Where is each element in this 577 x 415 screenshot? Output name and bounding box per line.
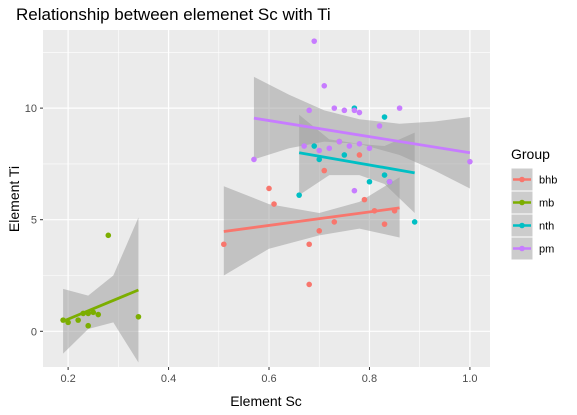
legend-key-point: [519, 176, 525, 183]
fit-lines: [62, 116, 471, 323]
data-point-pm: [311, 38, 318, 44]
data-point-nth: [366, 178, 373, 185]
data-point-mb: [135, 313, 142, 320]
data-point-pm: [331, 105, 338, 111]
data-point-nth: [411, 219, 418, 225]
data-point-pm: [376, 123, 383, 129]
data-point-nth: [341, 152, 348, 158]
data-point-bhb: [321, 167, 328, 174]
data-point-mb: [75, 317, 81, 323]
data-point-pm: [251, 156, 257, 163]
y-tick-label: 10: [25, 103, 37, 115]
fit-line-bhb: [223, 206, 400, 233]
legend-label: mb: [539, 198, 554, 210]
y-axis-title: Element Ti: [6, 166, 22, 232]
data-point-mb: [95, 311, 102, 318]
data-point-pm: [336, 138, 343, 145]
data-point-pm: [326, 145, 333, 152]
data-point-nth: [311, 143, 318, 149]
x-tick-label: 0.2: [60, 373, 75, 385]
data-point-bhb: [306, 241, 312, 248]
data-point-bhb: [271, 201, 277, 207]
fit-line-nth: [298, 151, 415, 175]
data-point-pm: [356, 141, 363, 147]
data-point-pm: [321, 82, 328, 89]
y-tick-label: 5: [31, 215, 37, 227]
fit-line-mb: [62, 288, 139, 323]
x-tick-label: 1.0: [462, 373, 477, 385]
data-point-bhb: [381, 221, 388, 227]
x-tick-label: 0.8: [362, 373, 377, 385]
data-point-mb: [105, 232, 112, 239]
legend-label: pm: [539, 244, 554, 256]
data-point-bhb: [266, 185, 272, 192]
y-tick-label: 0: [31, 326, 37, 338]
legend: Group bhb mb nth pm: [510, 146, 557, 261]
data-point-pm: [356, 109, 363, 116]
data-point-bhb: [361, 196, 368, 203]
data-point-pm: [341, 107, 348, 114]
data-point-pm: [467, 158, 473, 165]
x-axis-title: Element Sc: [230, 393, 302, 409]
data-point-pm: [396, 105, 403, 111]
data-point-pm: [346, 143, 353, 149]
data-point-nth: [381, 114, 388, 120]
data-point-nth: [296, 192, 302, 198]
data-point-pm: [316, 147, 323, 154]
data-point-mb: [90, 309, 97, 316]
legend-title: Group: [511, 146, 550, 162]
data-point-bhb: [316, 228, 323, 234]
legend-item-bhb: bhb: [510, 167, 557, 192]
legend-key-point: [519, 245, 525, 252]
confidence-band-bhb: [223, 177, 400, 276]
legend-label: bhb: [539, 175, 557, 187]
fit-line-pm: [253, 116, 471, 155]
chart-title: Relationship between elemenet Sc with Ti: [16, 5, 331, 24]
legend-item-pm: pm: [510, 236, 554, 261]
data-point-pm: [301, 143, 307, 149]
confidence-band-mb: [63, 217, 139, 363]
x-tick-label: 0.6: [261, 373, 276, 385]
axis-ticks: 0.2 0.4 0.6 0.8 1.0 0 5 10: [25, 103, 478, 385]
data-point-bhb: [221, 241, 227, 248]
data-point-bhb: [331, 219, 338, 225]
data-point-nth: [316, 156, 323, 163]
legend-key-point: [519, 199, 525, 206]
legend-item-nth: nth: [510, 213, 554, 238]
legend-label: nth: [539, 221, 554, 233]
data-point-pm: [386, 178, 393, 185]
data-point-pm: [366, 145, 373, 152]
confidence-band-pm: [253, 76, 470, 189]
data-point-pm: [351, 187, 358, 194]
legend-key-point: [519, 222, 525, 229]
data-point-nth: [381, 172, 388, 178]
data-point-pm: [351, 107, 358, 114]
data-point-bhb: [356, 152, 363, 158]
legend-item-mb: mb: [510, 190, 554, 215]
data-points: [60, 38, 473, 329]
data-point-pm: [306, 107, 312, 114]
data-point-mb: [85, 322, 92, 329]
data-point-bhb: [306, 281, 312, 288]
x-tick-label: 0.4: [161, 373, 176, 385]
